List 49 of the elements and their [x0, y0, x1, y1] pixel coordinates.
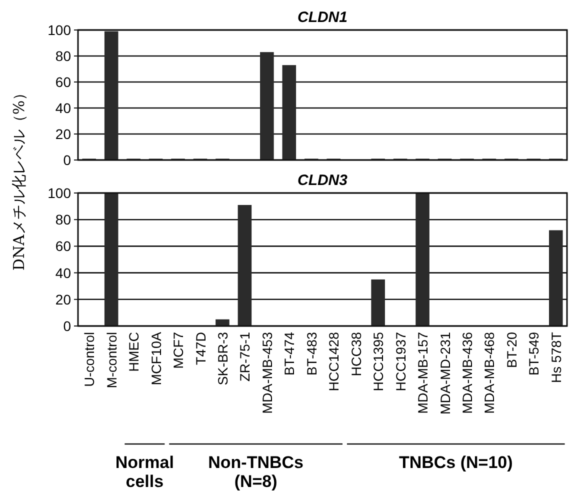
text: TNBCs (N=10) [398, 453, 513, 472]
bar [216, 319, 230, 326]
x-tick-label: MDA-MD-231 [438, 332, 453, 415]
bar [548, 230, 563, 326]
bar [238, 204, 252, 326]
y-tick-label: 60 [55, 74, 72, 90]
x-tick-label: MDA-MB-157 [416, 332, 431, 414]
y-tick-label: 80 [55, 212, 72, 228]
x-tick-label: BT-483 [304, 332, 320, 376]
text: Normal cells [115, 453, 174, 491]
y-tick-label: 40 [55, 264, 72, 281]
x-tick-label: HMEC [126, 332, 142, 372]
y-tick-label: 20 [55, 126, 72, 142]
y-tick-label: 100 [48, 185, 72, 201]
x-tick-label: MDA-MB-468 [482, 332, 498, 414]
y-tick-label: 0 [63, 152, 72, 168]
y-axis-title: DNAメチル化レベル（%） [10, 85, 28, 271]
y-tick-label: 40 [55, 100, 72, 116]
x-tick-label: HCC38 [348, 332, 364, 376]
x-tick-label: HCC1395 [371, 332, 386, 392]
x-tick-label: MCF10A [148, 332, 164, 386]
bar [104, 31, 118, 160]
text: Non-TNBCs (N=8) [208, 453, 304, 491]
y-tick-label: 0 [63, 318, 72, 334]
x-tick-label: Hs 578T [548, 332, 564, 384]
y-tick-label: 100 [48, 22, 72, 38]
bar [371, 279, 385, 326]
y-tick-label: 60 [55, 238, 72, 254]
x-tick-label: HCC1428 [326, 332, 342, 392]
x-tick-label: BT-474 [282, 332, 298, 376]
x-tick-label: ZR-75-1 [238, 332, 253, 382]
x-tick-label: U-control [82, 332, 98, 387]
bar [416, 193, 430, 326]
y-tick-label: 20 [55, 291, 72, 308]
bar [104, 193, 118, 326]
x-tick-label: BT-549 [526, 332, 542, 376]
x-tick-label: MDA-MB-436 [460, 332, 475, 414]
x-tick-label: T47D [193, 332, 208, 366]
bar [282, 65, 296, 160]
chart-title: CLDN1 [297, 9, 348, 26]
chart-title: CLDN3 [297, 172, 348, 189]
x-tick-label: SK-BR-3 [215, 332, 230, 386]
y-tick-label: 80 [55, 48, 72, 64]
x-tick-label: HCC1937 [393, 332, 408, 392]
x-tick-label: MCF7 [171, 332, 186, 369]
x-tick-label: BT-20 [504, 332, 520, 368]
bar [260, 52, 274, 160]
x-tick-label: MDA-MB-453 [260, 332, 275, 414]
x-tick-label: M-control [104, 332, 120, 388]
